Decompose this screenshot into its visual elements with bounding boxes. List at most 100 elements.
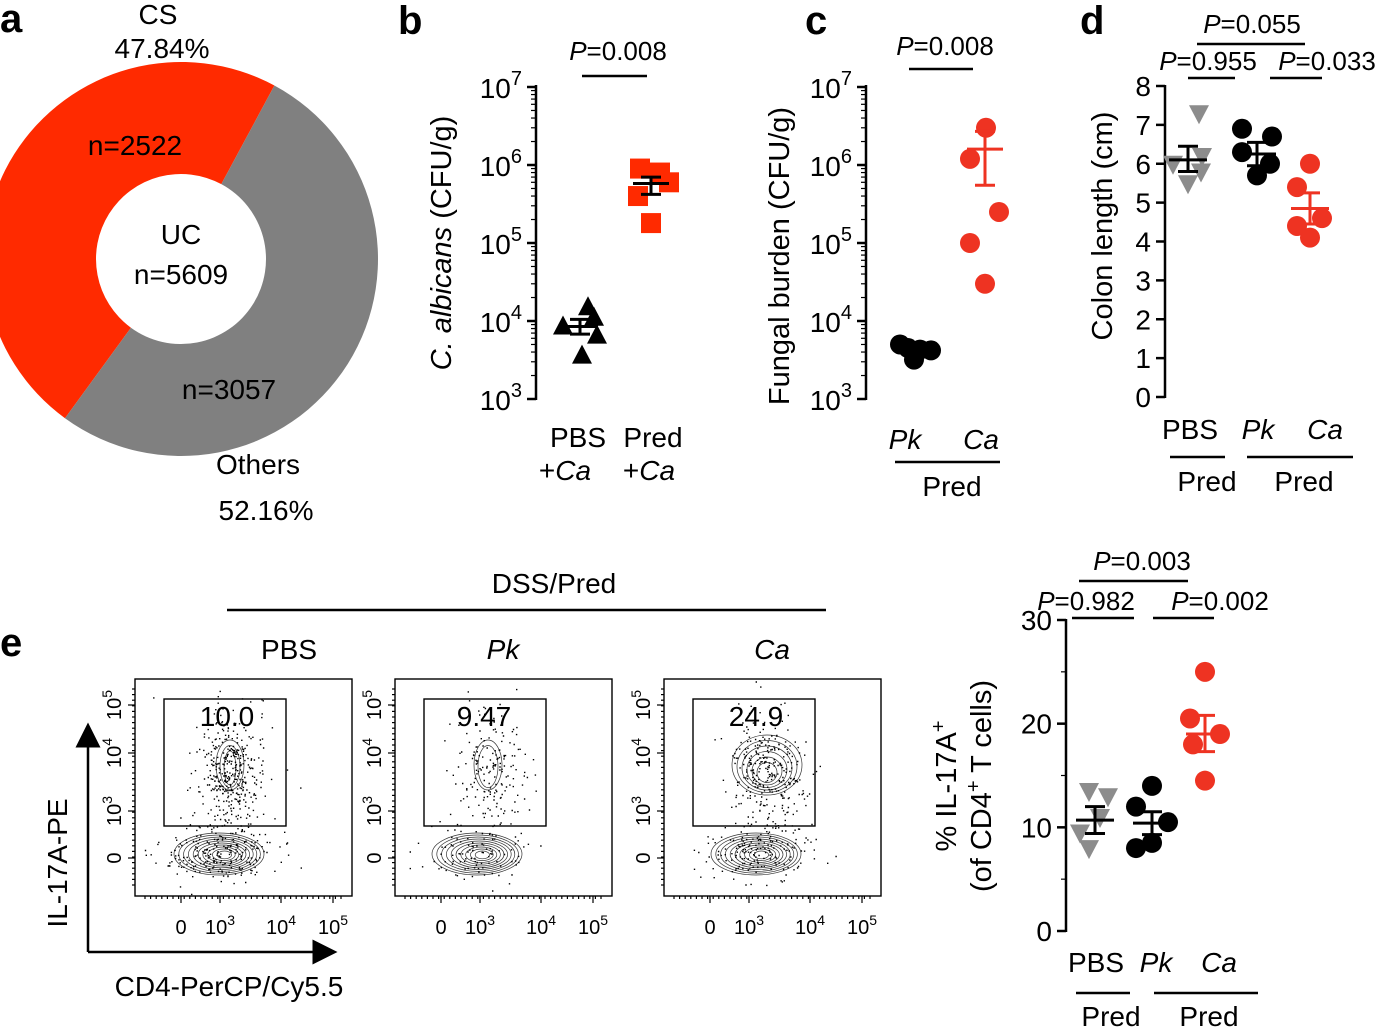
panel-e-right-point: [1126, 796, 1146, 817]
panel-b-y-axis-label: C. albicans (CFU/g): [426, 116, 458, 371]
flow-plot-2-contour: [460, 844, 501, 865]
panel-e-right-point: [1098, 788, 1118, 808]
panel-a-donut-chart: a CS 47.84% n=2522 UC n=5609 n=3057 Othe…: [0, 0, 378, 526]
panel-label-c: c: [805, 0, 827, 43]
flow-plot-1-title: PBS: [261, 634, 317, 665]
flow-plot-2-gate-value: 9.47: [457, 701, 512, 732]
panel-b-point: [587, 324, 607, 344]
panel-d-p-value-3: P=0.033: [1278, 46, 1376, 76]
panel-d-point: [1287, 215, 1307, 236]
flow-plot-2-contour: [470, 848, 494, 861]
panel-b-group-1-label: PBS: [550, 422, 606, 453]
panel-e-right-point: [1090, 808, 1110, 828]
donut-center-label: UC: [161, 219, 201, 250]
flow-plot-3-y-tick-label: 0: [633, 852, 655, 863]
panel-d-point: [1178, 175, 1198, 195]
panel-d-point: [1232, 118, 1252, 139]
panel-e-right-point: [1126, 838, 1146, 859]
flow-plot-2-x-tick-label: 104: [526, 912, 556, 939]
flow-plot-1-x-tick-label: 104: [266, 912, 296, 939]
flow-plot-3-y-tick-label: 103: [628, 796, 655, 826]
flow-plot-1-frame: [134, 678, 353, 897]
panel-e-right-p-value-3: P=0.002: [1171, 586, 1269, 616]
panel-d-point: [1300, 227, 1320, 248]
panel-d-bracket-1-label: Pred: [1177, 466, 1236, 497]
flow-plot-3-title: Ca: [754, 634, 790, 665]
flow-plot-1-x-tick-label: 103: [205, 912, 235, 939]
flow-plot-2-contour: [446, 838, 512, 870]
panel-c-group-2-label: Ca: [963, 424, 999, 455]
flow-plot-3-x-tick-label: 105: [847, 912, 877, 939]
panel-c-y-tick-label: 103: [810, 380, 852, 416]
panel-e-right-ylabel-line-2: (of CD4+ T cells): [963, 680, 998, 892]
panel-label-b: b: [398, 0, 422, 43]
panel-e-header: DSS/Pred: [492, 568, 617, 599]
panel-d-point: [1232, 142, 1252, 163]
panel-e-right-point: [1070, 824, 1090, 844]
panel-e-right-y-tick-label: 20: [1021, 709, 1052, 740]
panel-c-point: [989, 201, 1009, 222]
panel-b-point: [630, 158, 650, 179]
flow-plot-3-gate-value: 24.9: [729, 701, 784, 732]
panel-d-y-tick-label: 5: [1135, 188, 1151, 219]
flow-plot-3-y-tick-label: 105: [628, 690, 655, 720]
panel-d-point: [1260, 153, 1280, 174]
panel-d-y-tick-label: 1: [1135, 343, 1151, 374]
flow-plot-2-y-tick-label: 103: [359, 796, 386, 826]
panel-label-e: e: [0, 621, 22, 665]
flow-plot-2-y-tick-label: 105: [359, 690, 386, 720]
panel-b-ylabel-italic: C. albicans: [426, 227, 458, 370]
panel-d-bracket-2-label: Pred: [1274, 466, 1333, 497]
flow-plot-2-y-tick-label: 0: [364, 852, 386, 863]
panel-e-right-y-tick-label: 30: [1021, 605, 1052, 636]
panel-d-point: [1191, 163, 1211, 183]
panel-e-right-point: [1079, 840, 1099, 860]
panel-b-marks: [553, 158, 679, 364]
panel-c-point: [960, 148, 980, 169]
panel-b-p-value: P=0.008: [569, 36, 667, 66]
panel-e-right-point: [1195, 661, 1215, 682]
flow-plot-1-contour: [178, 834, 261, 874]
panel-e-right-ylabel-line-1: % IL-17A+: [928, 721, 963, 852]
panel-e-right-point: [1079, 783, 1099, 803]
panel-b-axes: 103 104 105 106 107: [480, 68, 538, 416]
panel-b-group-1-sublabel: +Ca: [539, 455, 591, 486]
flow-plot-1-contour: [202, 844, 243, 865]
panel-b-scatter: b C. albicans (CFU/g) 103 104 105 106 107 PB…: [398, 0, 683, 486]
panel-d-p-value-2: P=0.955: [1159, 46, 1257, 76]
panel-c-y-tick-label: 107: [810, 68, 852, 104]
donut-slice-cs: [0, 62, 275, 419]
flow-plot-3-x-tick-label: 104: [795, 912, 825, 939]
panel-e-right-point: [1195, 770, 1215, 791]
panel-b-point: [572, 344, 592, 364]
panel-d-p-value-1: P=0.055: [1203, 9, 1301, 39]
flow-plot-3-contour: [710, 832, 802, 876]
flow-y-axis-label: IL-17A-PE: [42, 798, 73, 927]
flow-plot-2-x-tick-label: 103: [465, 912, 495, 939]
panel-d-point: [1247, 165, 1267, 186]
panel-b-y-tick-label: 103: [480, 380, 522, 416]
flow-plot-1-contour: [183, 836, 258, 872]
flow-plot-1-y-tick-label: 0: [104, 852, 126, 863]
panel-e-right-p-value-1: P=0.003: [1093, 546, 1191, 576]
panel-d-y-tick-label: 0: [1135, 382, 1151, 413]
flow-plot-2-title: Pk: [487, 634, 522, 665]
flow-plot-3-contour: [741, 745, 793, 791]
flow-plot-1-y-tick-label: 104: [99, 738, 126, 768]
panel-c-y-tick-label: 105: [810, 224, 852, 260]
panel-d-marks: [1163, 105, 1332, 248]
panel-d-y-tick-label: 7: [1135, 110, 1151, 141]
panel-e-right-point: [1142, 832, 1162, 853]
flow-plot-1-events: [144, 690, 302, 896]
flow-plot-3-contour: [731, 734, 803, 796]
panel-d-y-tick-label: 6: [1135, 149, 1151, 180]
flow-plot-2-gate: [423, 698, 547, 827]
slice-percent-cs: 47.84%: [115, 33, 210, 64]
panel-b-point: [584, 306, 604, 326]
panel-c-point: [904, 349, 924, 370]
panel-c-point: [960, 233, 980, 253]
panel-d-y-tick-label: 2: [1135, 304, 1151, 335]
panel-e-right-marks: [1070, 661, 1230, 860]
panel-b-group-2-sublabel: +Ca: [623, 455, 675, 486]
panel-c-marks: [890, 117, 1009, 370]
